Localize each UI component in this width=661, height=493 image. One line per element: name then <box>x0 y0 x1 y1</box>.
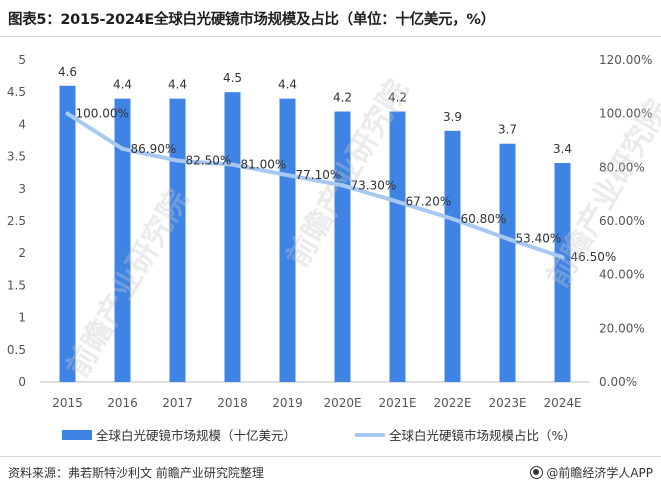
bar-value-label: 4.5 <box>223 71 242 85</box>
x-axis-tick-label: 2018 <box>217 396 248 410</box>
x-axis-tick-label: 2016 <box>107 396 138 410</box>
legend-swatch-bar <box>62 429 92 440</box>
legend-label-bars: 全球白光硬镜市场规模（十亿美元） <box>96 428 297 443</box>
left-axis-tick-label: 1.5 <box>7 278 26 292</box>
right-axis-tick-label: 100.00% <box>599 107 652 121</box>
line-value-label: 67.20% <box>406 195 452 209</box>
line-value-label: 82.50% <box>186 154 232 168</box>
right-axis-tick-label: 40.00% <box>599 268 645 282</box>
bar-value-label: 4.2 <box>333 91 352 105</box>
footer-divider <box>0 456 661 457</box>
left-axis: 0 0.5 1 1.5 2 2.5 3 3.5 4 4.5 5 <box>7 53 26 389</box>
x-axis-tick-label: 2017 <box>162 396 193 410</box>
x-axis-tick-label: 2024E <box>543 396 581 410</box>
x-axis-tick-label: 2023E <box>488 396 526 410</box>
bar <box>169 98 186 382</box>
share-line <box>65 111 565 260</box>
bar-value-label: 3.7 <box>498 123 517 137</box>
bar <box>59 85 76 382</box>
line-value-label: 53.40% <box>516 232 562 246</box>
bar-data-labels: 4.6 4.4 4.4 4.5 4.4 4.2 4.2 3.9 3.7 3.4 <box>58 65 572 156</box>
left-axis-tick-label: 3.5 <box>7 150 26 164</box>
bar <box>499 143 516 382</box>
bar-value-label: 3.4 <box>553 142 572 156</box>
right-axis-tick-label: 80.00% <box>599 160 645 174</box>
title-divider <box>0 36 661 37</box>
line-point <box>340 183 345 188</box>
line-value-label: 81.00% <box>241 158 287 172</box>
left-axis-tick-label: 1 <box>18 311 26 325</box>
bar-value-label: 4.4 <box>168 78 187 92</box>
line-value-label: 100.00% <box>76 107 129 121</box>
left-axis-tick-label: 3 <box>18 182 26 196</box>
line-value-label: 73.30% <box>351 178 397 192</box>
right-axis-tick-label: 60.00% <box>599 214 645 228</box>
line-value-label: 46.50% <box>571 250 617 264</box>
legend-label-line: 全球白光硬镜市场规模占比（%） <box>389 428 576 443</box>
line-point <box>230 162 235 167</box>
bar-value-label: 4.2 <box>388 91 407 105</box>
x-axis-tick-label: 2020E <box>323 396 361 410</box>
line-point <box>395 199 400 204</box>
right-axis-tick-label: 120.00% <box>599 53 652 67</box>
legend-item-bars[interactable]: 全球白光硬镜市场规模（十亿美元） <box>62 425 296 444</box>
left-axis-tick-label: 5 <box>18 53 26 67</box>
line-value-label: 86.90% <box>131 142 177 156</box>
left-axis-tick-label: 2 <box>18 246 26 260</box>
left-axis-tick-label: 4 <box>18 117 26 131</box>
x-axis-tick-label: 2021E <box>378 396 416 410</box>
left-axis-tick-label: 2.5 <box>7 214 26 228</box>
x-axis-tick-label: 2022E <box>433 396 471 410</box>
brand-text: @前瞻经济学人APP <box>546 466 653 480</box>
bar-value-label: 4.4 <box>113 78 132 92</box>
brand-credit: @前瞻经济学人APP <box>530 464 653 481</box>
chart-title: 图表5：2015-2024E全球白光硬镜市场规模及占比（单位：十亿美元，%） <box>8 12 495 28</box>
right-axis-tick-label: 20.00% <box>599 321 645 335</box>
x-axis: 2015 2016 2017 2018 2019 2020E 2021E 2022E 2023E… <box>52 396 581 410</box>
bar <box>224 92 241 382</box>
source-note: 资料来源：弗若斯特沙利文 前瞻产业研究院整理 <box>8 466 264 480</box>
bar-value-label: 4.4 <box>278 78 297 92</box>
line-value-label: 77.10% <box>296 168 342 182</box>
bar <box>389 111 406 383</box>
x-axis-tick-label: 2015 <box>52 396 83 410</box>
line-point <box>560 255 565 260</box>
left-axis-tick-label: 4.5 <box>7 85 26 99</box>
left-axis-tick-label: 0 <box>18 375 26 389</box>
line-point <box>120 146 125 151</box>
bar <box>334 111 351 383</box>
combo-chart: 0 0.5 1 1.5 2 2.5 3 3.5 4 4.5 5 0.00% 20.00% 40.00% 6… <box>7 53 652 410</box>
bar-series <box>59 85 571 383</box>
line-point <box>505 236 510 241</box>
line-point <box>65 111 70 116</box>
bar <box>279 98 296 382</box>
right-axis: 0.00% 20.00% 40.00% 60.00% 80.00% 100.00% 120.… <box>599 53 652 389</box>
bar-value-label: 3.9 <box>443 110 462 124</box>
line-point <box>285 173 290 178</box>
bar <box>444 130 461 382</box>
brand-logo-icon <box>530 466 544 479</box>
legend-swatch-line <box>355 432 385 437</box>
x-axis-tick-label: 2019 <box>272 396 303 410</box>
legend-item-line[interactable]: 全球白光硬镜市场规模占比（%） <box>355 425 576 444</box>
line-data-labels: 100.00% 86.90% 82.50% 81.00% 77.10% 73.30% 67.… <box>76 107 617 265</box>
right-axis-tick-label: 0.00% <box>599 375 637 389</box>
line-point <box>450 216 455 221</box>
line-series <box>65 111 565 260</box>
bar <box>114 98 131 382</box>
bar <box>554 163 571 382</box>
line-value-label: 60.80% <box>461 212 507 226</box>
bar-value-label: 4.6 <box>58 65 77 79</box>
left-axis-tick-label: 0.5 <box>7 343 26 357</box>
line-point <box>175 158 180 163</box>
legend: 全球白光硬镜市场规模（十亿美元） 全球白光硬镜市场规模占比（%） <box>0 425 661 447</box>
